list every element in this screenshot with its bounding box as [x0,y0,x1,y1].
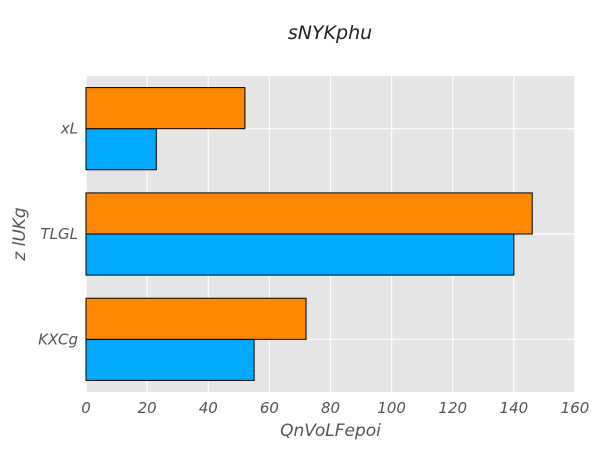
bar-series-2-xL [85,87,246,130]
bars [85,87,533,381]
y-tick-label: TLGL [41,225,79,243]
x-tick-label: 60 [260,399,279,417]
bar-series-2-TLGL [85,192,533,235]
x-tick-label: 40 [199,399,218,417]
bar-series-1-xL [85,128,157,171]
x-tick-label: 100 [377,399,406,417]
x-tick-label: 140 [500,399,529,417]
chart-title: sNYKphu [288,22,372,44]
bar-series-1-KXCg [85,338,255,381]
x-tick-label: 20 [138,399,157,417]
tick-labels: 0 20 40 60 80 100 120 140 160 KXCg TLGL xL [38,120,589,417]
x-tick-label: 0 [81,399,91,417]
y-tick-label: xL [60,120,78,138]
y-tick-label: KXCg [38,330,78,348]
x-tick-label: 80 [321,399,340,417]
x-tick-label: 160 [561,399,590,417]
bar-series-2-KXCg [85,297,307,340]
y-axis-label: z lUKg [10,207,30,262]
x-axis-label: QnVoLFepoi [280,421,381,441]
x-tick-label: 120 [438,399,467,417]
bar-series-1-TLGL [85,233,515,276]
